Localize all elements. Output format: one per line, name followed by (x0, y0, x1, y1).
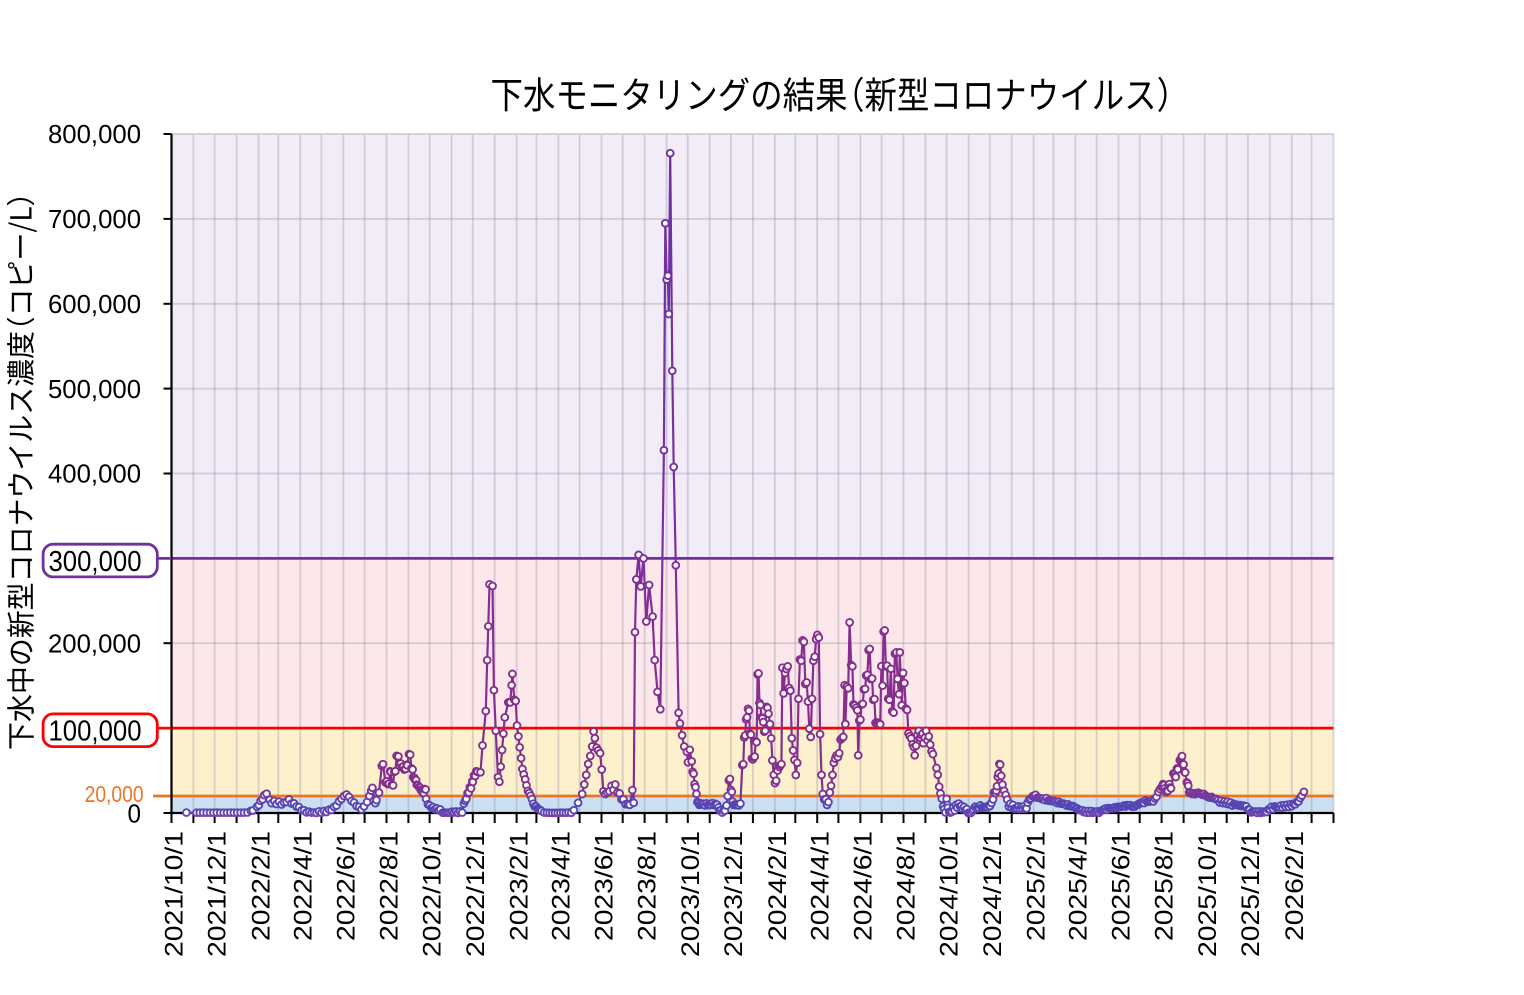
svg-text:2025/2/1: 2025/2/1 (1023, 831, 1051, 941)
svg-text:2021/12/1: 2021/12/1 (204, 831, 232, 957)
svg-text:2024/12/1: 2024/12/1 (979, 831, 1007, 957)
svg-text:800,000: 800,000 (48, 119, 141, 149)
svg-text:300,000: 300,000 (49, 546, 142, 578)
svg-text:2023/8/1: 2023/8/1 (634, 831, 662, 941)
svg-text:2025/12/1: 2025/12/1 (1237, 831, 1265, 957)
svg-text:2021/10/1: 2021/10/1 (161, 831, 189, 957)
svg-text:2022/8/1: 2022/8/1 (376, 831, 404, 941)
svg-text:400,000: 400,000 (48, 459, 141, 489)
svg-text:2025/10/1: 2025/10/1 (1194, 831, 1222, 957)
svg-text:600,000: 600,000 (48, 289, 141, 319)
svg-text:2023/2/1: 2023/2/1 (506, 831, 534, 941)
svg-text:2022/4/1: 2022/4/1 (289, 831, 317, 941)
svg-text:2025/8/1: 2025/8/1 (1151, 831, 1179, 941)
svg-text:2022/2/1: 2022/2/1 (248, 831, 276, 941)
svg-text:2026/2/1: 2026/2/1 (1281, 831, 1309, 941)
svg-text:2023/4/1: 2023/4/1 (548, 831, 576, 941)
svg-text:20,000: 20,000 (85, 781, 144, 807)
svg-text:2022/12/1: 2022/12/1 (462, 831, 490, 957)
svg-text:200,000: 200,000 (48, 629, 141, 659)
svg-text:2024/8/1: 2024/8/1 (893, 831, 921, 941)
svg-text:2024/2/1: 2024/2/1 (764, 831, 792, 941)
svg-text:2022/6/1: 2022/6/1 (333, 831, 361, 941)
svg-text:500,000: 500,000 (48, 374, 141, 404)
svg-text:2025/4/1: 2025/4/1 (1065, 831, 1093, 941)
svg-text:2023/6/1: 2023/6/1 (591, 831, 619, 941)
svg-text:2025/6/1: 2025/6/1 (1108, 831, 1136, 941)
svg-text:2024/6/1: 2024/6/1 (850, 831, 878, 941)
svg-text:700,000: 700,000 (48, 204, 141, 234)
svg-text:2024/4/1: 2024/4/1 (806, 831, 834, 941)
svg-text:2023/12/1: 2023/12/1 (720, 831, 748, 957)
svg-text:2022/10/1: 2022/10/1 (419, 831, 447, 957)
svg-text:2024/10/1: 2024/10/1 (936, 831, 964, 957)
svg-text:0: 0 (128, 799, 142, 829)
svg-text:2023/10/1: 2023/10/1 (677, 831, 705, 957)
svg-text:100,000: 100,000 (49, 716, 142, 748)
